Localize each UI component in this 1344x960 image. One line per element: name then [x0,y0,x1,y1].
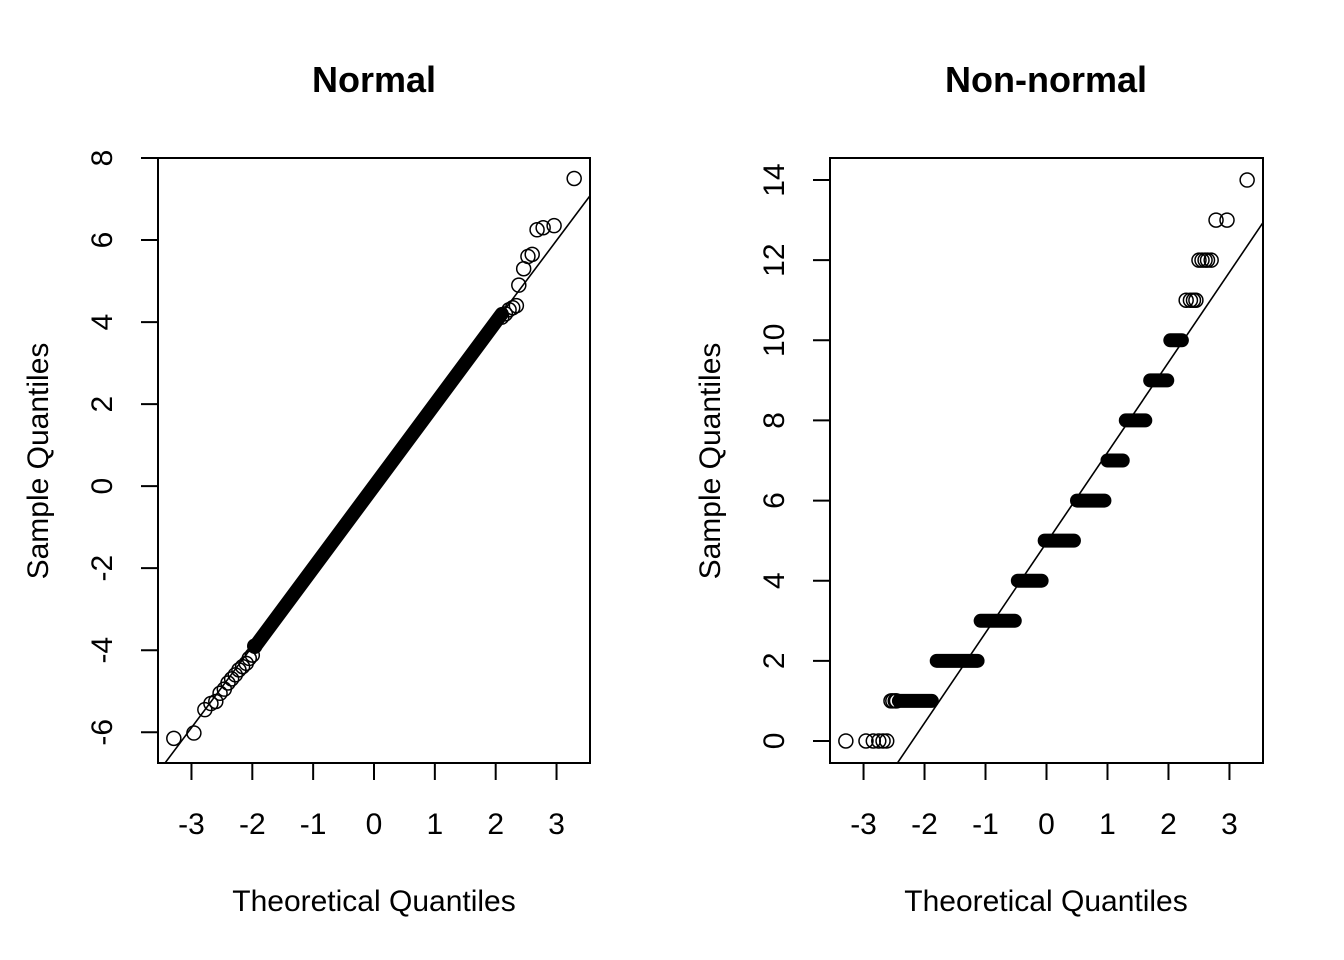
normal-y-tick-label: -4 [86,637,119,664]
non-normal-x-tick-label: -2 [911,808,938,841]
non-normal-data-point [1208,212,1224,228]
normal-x-axis: -3 -2 -1 0 1 2 3 [178,762,565,841]
normal-data-point [246,638,263,654]
non-normal-y-tick-label: 14 [758,163,791,196]
non-normal-y-axis-label: Sample Quantiles [694,343,727,580]
non-normal-data-point [878,733,895,749]
non-normal-y-tick-label: 10 [758,324,791,357]
normal-y-tick-label: -6 [86,719,119,746]
normal-x-tick-label: -3 [178,808,205,841]
non-normal-qq-panel: Non-normal Theoretical Quantiles Sample … [694,59,1264,918]
non-normal-y-tick-label: 0 [758,733,791,750]
non-normal-y-axis: 0 2 4 6 8 10 12 14 [758,163,831,750]
non-normal-x-axis-label: Theoretical Quantiles [904,885,1187,918]
non-normal-x-axis: -3 -2 -1 0 1 2 3 [850,762,1238,841]
normal-data-point [546,217,562,234]
non-normal-data-point [1203,252,1219,268]
normal-x-tick-label: 1 [427,808,444,841]
non-normal-x-tick-label: 3 [1221,808,1238,841]
normal-y-tick-label: -2 [86,555,119,582]
normal-data-point [208,693,224,710]
non-normal-x-tick-label: 1 [1099,808,1116,841]
normal-y-tick-label: 0 [86,478,119,495]
normal-qq-panel: Normal Theoretical Quantiles Sample Quan… [22,59,591,918]
non-normal-chart-title: Non-normal [945,59,1147,100]
non-normal-y-tick-label: 2 [758,652,791,669]
non-normal-data-point [1199,252,1216,268]
normal-y-tick-label: 4 [86,314,119,331]
normal-data-point [244,647,261,663]
normal-data-point [508,297,525,314]
normal-y-axis: -6 -4 -2 0 2 4 6 8 [86,150,159,746]
non-normal-y-tick-label: 4 [758,572,791,589]
normal-x-tick-label: 2 [487,808,504,841]
normal-y-tick-label: 8 [86,150,119,167]
non-normal-x-tick-label: -3 [850,808,877,841]
normal-plot-area [164,170,590,763]
normal-data-point [511,277,527,293]
non-normal-data-point [1188,292,1204,308]
normal-data-point [166,730,182,747]
normal-data-point [186,725,202,741]
non-normal-x-tick-label: -1 [972,808,999,841]
normal-data-point [524,246,540,263]
normal-data-point [504,299,521,316]
normal-data-point [197,701,213,718]
non-normal-y-tick-label: 8 [758,412,791,429]
normal-dense-points [247,306,509,654]
normal-data-point [535,219,551,236]
non-normal-y-tick-label: 12 [758,243,791,276]
normal-x-tick-label: -2 [239,808,266,841]
normal-x-axis-label: Theoretical Quantiles [232,885,515,918]
non-normal-plot-frame [829,157,1264,764]
non-normal-data-point [1219,212,1235,228]
non-normal-data-point [858,733,874,749]
non-normal-data-point [888,693,905,709]
normal-x-tick-label: 0 [366,808,383,841]
non-normal-data-point [871,733,887,749]
non-normal-x-tick-label: 0 [1038,808,1055,841]
normal-y-axis-label: Sample Quantiles [22,343,55,580]
normal-x-tick-label: 3 [548,808,565,841]
normal-y-tick-label: 6 [86,232,119,249]
non-normal-data-point [875,733,891,749]
non-normal-y-tick-label: 6 [758,492,791,509]
normal-data-point [212,685,228,702]
normal-y-tick-label: 2 [86,396,119,413]
non-normal-plot-area [838,172,1263,763]
non-normal-data-point [1239,172,1255,188]
normal-chart-title: Normal [312,59,436,100]
normal-data-point [566,170,582,187]
non-normal-data-point [838,733,854,749]
normal-plot-frame [157,157,591,764]
non-normal-x-tick-label: 2 [1160,808,1177,841]
non-normal-data-point [1178,292,1194,308]
normal-data-point [501,302,517,318]
normal-x-tick-label: -1 [300,808,327,841]
normal-data-point [529,222,545,238]
